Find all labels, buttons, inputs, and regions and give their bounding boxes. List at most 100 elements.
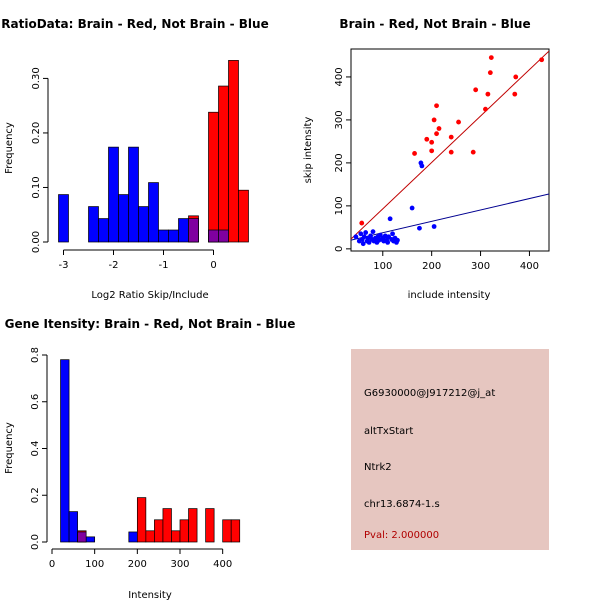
ratio-hist-bar-not-brain xyxy=(138,206,149,243)
not-brain-point xyxy=(370,229,376,235)
brain-point xyxy=(434,103,439,109)
ratio-hist-bars xyxy=(58,60,249,243)
gene-hist-bar-brain xyxy=(171,530,181,543)
brain-point xyxy=(488,55,494,60)
gene-hist-bar-brain xyxy=(205,508,215,543)
brain-point xyxy=(424,136,430,142)
scatter-y-tick-label: 100 xyxy=(334,196,345,215)
scatter-x-tick-label: 300 xyxy=(471,261,490,272)
ratio-hist-bar-not-brain xyxy=(178,218,189,243)
ratio-hist-bar-not-brain xyxy=(98,218,109,243)
not-brain-fit-line xyxy=(351,193,549,241)
gene-hist-title: Gene Itensity: Brain - Red, Not Brain - … xyxy=(5,317,296,331)
ratio-hist-y-tick-label: 0.20 xyxy=(31,122,42,144)
gene-hist-bar-not-brain xyxy=(68,511,78,543)
not-brain-point xyxy=(361,234,367,240)
gene-hist-y-tick-label: 0.4 xyxy=(30,441,41,457)
gene-hist-bar-brain xyxy=(230,519,241,543)
ratio-hist-bar-brain xyxy=(228,60,239,243)
ratio-hist-bar-brain xyxy=(218,85,229,243)
not-brain-point xyxy=(358,231,364,237)
ratio-hist-bar-not-brain xyxy=(58,194,69,243)
gene-hist-y-tick-label: 0.0 xyxy=(30,534,41,550)
scatter-fit-lines xyxy=(351,50,549,241)
brain-point xyxy=(470,149,476,155)
scatter-axes: 100 200 300 400 0 100 200 300 400 xyxy=(334,48,550,272)
ratio-hist-axes: -3 -2 -1 0 0.00 0.10 0.20 0.30 xyxy=(31,67,217,271)
brain-point xyxy=(431,117,437,123)
gene-hist-bar-brain xyxy=(136,497,147,543)
gene-hist-bar-overlap xyxy=(77,531,87,543)
brain-point xyxy=(429,139,435,145)
brain-point xyxy=(434,131,439,137)
not-brain-point xyxy=(387,216,393,222)
gene-hist-x-tick-label: 100 xyxy=(85,559,104,570)
ratio-hist-x-tick-label: 0 xyxy=(210,260,216,271)
ratio-hist-title: RatioData: Brain - Red, Not Brain - Blue xyxy=(1,17,268,31)
scatter-plot-frame xyxy=(350,48,550,252)
scatter-title: Brain - Red, Not Brain - Blue xyxy=(339,17,530,31)
brain-point xyxy=(448,134,454,140)
scatter-y-tick-label: 300 xyxy=(334,110,345,129)
not-brain-point xyxy=(363,230,369,235)
ratio-hist-bar-not-brain xyxy=(88,206,99,243)
gene-hist-x-tick-label: 300 xyxy=(170,559,189,570)
ratio-hist-y-tick-label: 0.10 xyxy=(31,176,42,198)
ratio-hist-x-tick-label: -3 xyxy=(59,260,69,271)
gene-hist-y-tick-label: 0.6 xyxy=(30,394,41,410)
brain-fit-line xyxy=(351,50,549,240)
ratio-hist-x-tick-label: -1 xyxy=(159,260,169,271)
brain-point xyxy=(483,106,488,112)
ratio-hist-bar-brain xyxy=(238,189,249,243)
gene-hist-bar-brain xyxy=(162,508,172,543)
ratio-hist-bar-not-brain xyxy=(158,229,169,243)
not-brain-point xyxy=(395,237,400,243)
not-brain-point xyxy=(353,234,359,240)
gene-hist-bar-brain xyxy=(154,519,164,543)
intensity-scatter-panel: Brain - Red, Not Brain - Blue 100 200 300 4… xyxy=(303,17,550,301)
info-panel-background xyxy=(351,349,549,550)
ratio-hist-bar-not-brain xyxy=(108,146,119,243)
scatter-xlabel: include intensity xyxy=(408,290,491,301)
scatter-marks xyxy=(351,50,549,247)
gene-hist-axes: 0 100 200 300 400 0.0 0.2 0.4 0.6 0.8 xyxy=(30,347,232,570)
pval: Pval: 2.000000 xyxy=(364,530,439,541)
brain-point xyxy=(412,151,417,156)
gene-hist-bar-not-brain xyxy=(60,359,70,543)
brain-point xyxy=(448,149,454,155)
scatter-x-tick-label: 200 xyxy=(422,261,441,272)
gene-hist-bar-brain xyxy=(179,519,189,543)
gene-hist-bar-brain xyxy=(188,508,198,543)
gene-hist-y-tick-label: 0.8 xyxy=(30,347,41,363)
probe-id: G6930000@J917212@j_at xyxy=(364,388,495,399)
event-type: altTxStart xyxy=(364,426,413,437)
gene-intensity-panel: Gene Itensity: Brain - Red, Not Brain - … xyxy=(4,317,295,600)
gene-hist-x-tick-label: 0 xyxy=(49,559,55,570)
not-brain-point xyxy=(360,241,366,247)
scatter-ylabel: skip intensity xyxy=(303,117,314,184)
ratio-hist-bar-overlap xyxy=(208,229,219,243)
not-brain-point xyxy=(366,240,372,245)
ratio-hist-y-tick-label: 0.30 xyxy=(31,67,42,89)
scatter-x-tick-label: 400 xyxy=(520,261,539,272)
brain-point xyxy=(436,126,442,131)
gene-hist-bar-brain xyxy=(145,530,155,543)
brain-point xyxy=(473,87,479,93)
scatter-y-tick-label: 200 xyxy=(334,153,345,172)
ratio-hist-bar-not-brain xyxy=(118,194,129,243)
brain-point xyxy=(359,220,365,226)
gene-hist-y-tick-label: 0.2 xyxy=(30,487,41,503)
ratio-hist-x-tick-label: -2 xyxy=(109,260,119,271)
brain-point xyxy=(539,57,545,63)
gene-hist-bar-not-brain xyxy=(128,531,138,543)
ratio-hist-ylabel: Frequency xyxy=(4,122,15,174)
not-brain-point xyxy=(385,240,391,245)
not-brain-point xyxy=(419,163,425,169)
gene-hist-x-tick-label: 200 xyxy=(128,559,147,570)
brain-point xyxy=(456,119,461,125)
scatter-x-tick-label: 100 xyxy=(373,261,392,272)
gene-hist-ylabel: Frequency xyxy=(4,422,15,474)
scatter-y-tick-label: 0 xyxy=(334,246,345,252)
ratio-hist-bar-not-brain xyxy=(128,146,139,243)
